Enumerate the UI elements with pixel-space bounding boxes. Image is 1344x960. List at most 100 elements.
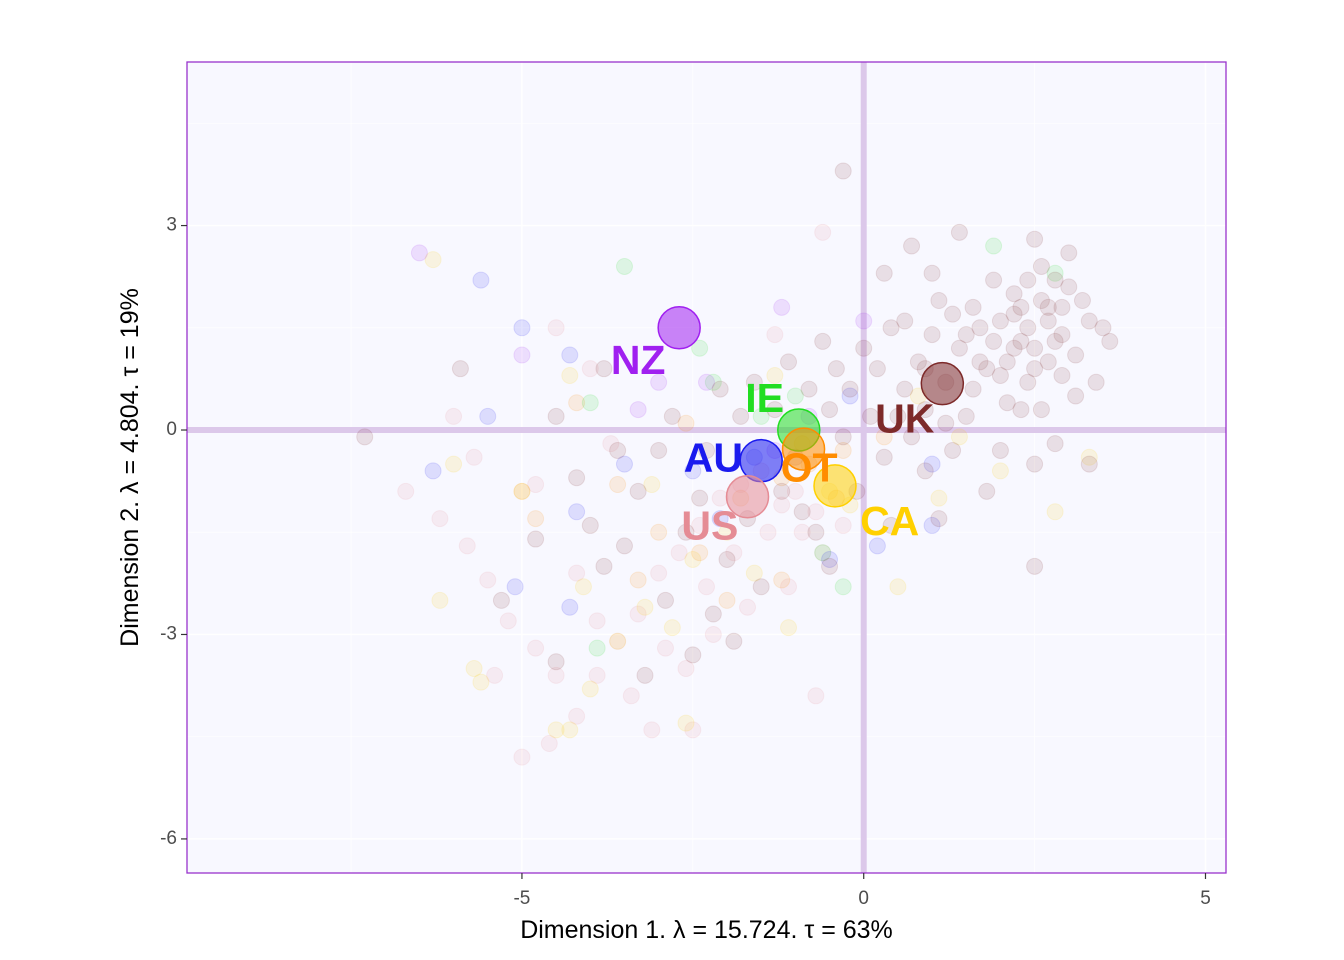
point-uk bbox=[903, 428, 921, 446]
point-uk bbox=[985, 332, 1003, 350]
point-uk bbox=[814, 332, 832, 350]
point-ie bbox=[588, 639, 606, 657]
point-us bbox=[431, 510, 449, 528]
point-ca bbox=[561, 366, 579, 384]
point-uk bbox=[978, 360, 996, 378]
point-uk bbox=[862, 407, 880, 425]
point-ot bbox=[773, 571, 791, 589]
point-ca bbox=[513, 482, 531, 500]
point-uk bbox=[855, 339, 873, 357]
point-uk bbox=[937, 414, 955, 432]
x-tick-label: 0 bbox=[858, 888, 869, 909]
point-ie bbox=[814, 544, 832, 562]
point-uk bbox=[1032, 401, 1050, 419]
point-uk bbox=[451, 360, 469, 378]
point-uk bbox=[1026, 230, 1044, 248]
point-uk bbox=[998, 394, 1016, 412]
point-ca bbox=[684, 551, 702, 569]
point-uk bbox=[1005, 285, 1023, 303]
point-au bbox=[561, 346, 579, 364]
point-uk bbox=[766, 401, 784, 419]
point-uk bbox=[923, 264, 941, 282]
group-label-au: AU bbox=[684, 435, 743, 481]
point-us bbox=[527, 476, 545, 494]
point-uk bbox=[492, 591, 510, 609]
point-uk bbox=[957, 407, 975, 425]
point-uk bbox=[1026, 557, 1044, 575]
point-us bbox=[540, 735, 558, 753]
point-uk bbox=[950, 339, 968, 357]
group-label-ca: CA bbox=[860, 498, 919, 544]
point-us bbox=[609, 632, 627, 650]
point-uk bbox=[595, 557, 613, 575]
point-ie bbox=[615, 257, 633, 275]
point-uk bbox=[991, 441, 1009, 459]
point-uk bbox=[725, 632, 743, 650]
point-us bbox=[759, 523, 777, 541]
point-us bbox=[814, 544, 832, 562]
centroid-ca bbox=[813, 464, 857, 508]
point-au bbox=[472, 271, 490, 289]
point-ot bbox=[527, 510, 545, 528]
point-ot bbox=[609, 476, 627, 494]
point-uk bbox=[636, 666, 654, 684]
point-uk bbox=[1039, 298, 1057, 316]
point-ot bbox=[718, 591, 736, 609]
point-uk bbox=[1005, 305, 1023, 323]
point-uk bbox=[1012, 401, 1030, 419]
point-uk bbox=[1101, 332, 1119, 350]
point-us bbox=[465, 448, 483, 466]
point-ca bbox=[1080, 448, 1098, 466]
point-ca bbox=[780, 619, 798, 637]
point-ie bbox=[1046, 264, 1064, 282]
point-uk bbox=[752, 578, 770, 596]
point-uk bbox=[889, 407, 907, 425]
point-uk bbox=[930, 510, 948, 528]
point-uk bbox=[745, 373, 763, 391]
point-uk bbox=[581, 516, 599, 534]
point-us bbox=[486, 666, 504, 684]
point-au bbox=[615, 455, 633, 473]
point-uk bbox=[1080, 312, 1098, 330]
centroid-uk bbox=[920, 361, 965, 406]
y-tick-label: -6 bbox=[160, 828, 177, 849]
plot-border bbox=[186, 61, 1227, 874]
point-nz bbox=[629, 401, 647, 419]
point-uk bbox=[1060, 244, 1078, 262]
point-uk bbox=[909, 353, 927, 371]
point-uk bbox=[991, 366, 1009, 384]
point-us bbox=[656, 639, 674, 657]
point-us bbox=[786, 482, 804, 500]
point-uk bbox=[1039, 353, 1057, 371]
point-au bbox=[711, 510, 729, 528]
point-uk bbox=[1067, 387, 1085, 405]
point-uk bbox=[882, 319, 900, 337]
point-us bbox=[499, 612, 517, 630]
point-uk bbox=[780, 353, 798, 371]
group-label-nz: NZ bbox=[611, 337, 666, 383]
point-uk bbox=[957, 326, 975, 344]
point-uk bbox=[547, 407, 565, 425]
point-ie bbox=[691, 339, 709, 357]
point-ie bbox=[985, 237, 1003, 255]
x-tick-label: -5 bbox=[513, 888, 530, 909]
point-au bbox=[923, 516, 941, 534]
point-us bbox=[766, 326, 784, 344]
point-ca bbox=[431, 591, 449, 609]
point-us bbox=[670, 544, 688, 562]
point-us bbox=[650, 564, 668, 582]
point-nz bbox=[773, 298, 791, 316]
point-au bbox=[506, 578, 524, 596]
point-uk bbox=[896, 380, 914, 398]
point-au bbox=[479, 407, 497, 425]
point-uk bbox=[991, 312, 1009, 330]
point-ie bbox=[581, 394, 599, 412]
point-ot bbox=[691, 544, 709, 562]
point-us bbox=[780, 578, 798, 596]
point-ca bbox=[472, 673, 490, 691]
point-us bbox=[793, 523, 811, 541]
point-us bbox=[445, 407, 463, 425]
point-us bbox=[581, 360, 599, 378]
point-uk bbox=[896, 312, 914, 330]
